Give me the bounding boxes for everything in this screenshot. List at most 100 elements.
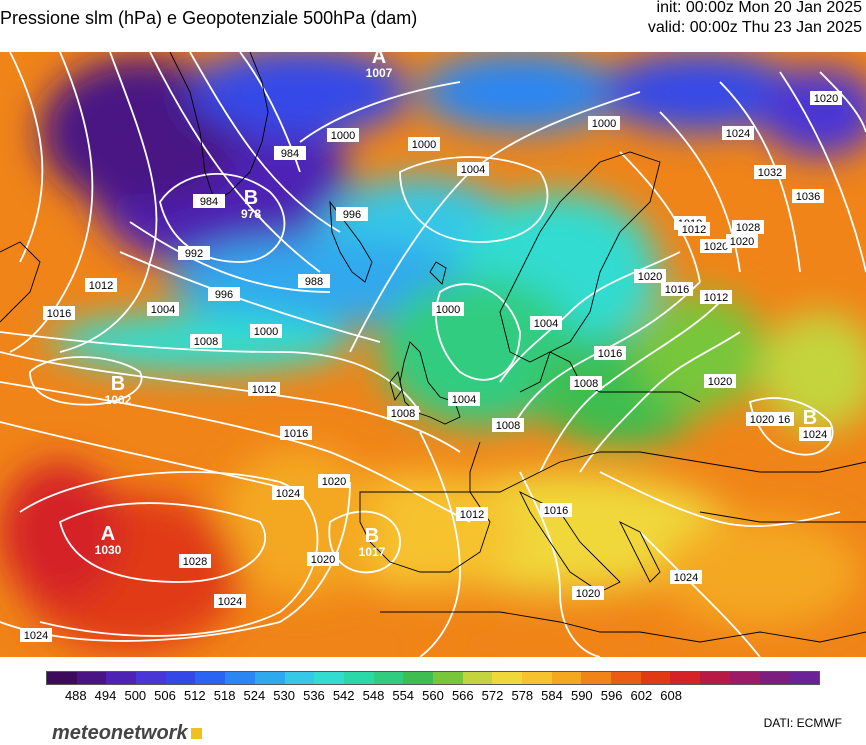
isobar-label: 1024 [803,429,827,441]
isobar-label: 1024 [276,488,300,500]
field-patch [435,612,685,657]
isobar-label: 1020 [730,236,754,248]
isobar-label: 1008 [496,420,520,432]
legend-tick-label: 488 [64,688,87,703]
logo-square-icon [190,728,202,739]
isobar-label-box [670,570,702,584]
isobar-label-box [700,290,732,304]
pressure-center-letter: B [111,373,125,395]
isobar-label-box [634,269,666,283]
legend-swatch [759,672,790,684]
isobar-label: 996 [215,289,233,301]
field-patch [380,277,580,427]
legend-swatch [551,672,582,684]
isobar-label-box [250,324,282,338]
field-patch [190,52,410,137]
legend-swatch [640,672,671,684]
isobar-label: 1000 [412,139,436,151]
isobar-label-box [20,628,52,642]
isobar-label-box [456,507,488,521]
isobar-label: 1016 [47,308,71,320]
isobar-label: 1020 [576,588,600,600]
field-patch [760,312,866,432]
map-title: Pressione slm (hPa) e Geopotenziale 500h… [0,8,418,28]
isobar-label-box [726,234,758,248]
legend-swatch [284,672,315,684]
legend-tick-label: 590 [570,688,593,703]
legend-tick-label: 524 [243,688,266,703]
isobar-label: 1016 [598,348,622,360]
isobar-label: 1020 [638,271,662,283]
legend-swatch [314,672,344,684]
legend-swatch [611,672,641,684]
legend-swatch [76,672,107,684]
isobar-label: 1020 [814,93,838,105]
isobar-label-box [85,278,117,292]
isobar-label-box [298,274,330,288]
isobar-label: 1012 [704,292,728,304]
isobar-label-box [147,302,179,316]
isobar-label-box [746,412,778,426]
legend-swatch [522,672,552,684]
legend-swatch [373,672,404,684]
field-patch [220,447,380,597]
isobar-label: 1020 [311,554,335,566]
legend-swatch [700,672,730,684]
field-patch [420,52,620,132]
pressure-center-value: 1007 [366,66,393,80]
legend-swatch [432,672,463,684]
legend-swatch [729,672,760,684]
isobar-label: 1020 [750,414,774,426]
isobar-label: 1016 [544,505,568,517]
isobar-label: 988 [305,276,323,288]
isobar-label-box [700,239,732,253]
isobar-label-box [588,116,620,130]
legend-swatch [343,672,374,684]
legend-swatch [106,672,137,684]
isobar-label-box [307,552,339,566]
isobar-label-box [704,374,736,388]
isobar-label-box [274,146,306,160]
isobar-label-box [193,194,225,208]
isobar-label: 1008 [194,336,218,348]
isobar-label: 1000 [436,304,460,316]
legend-tick-label: 572 [481,688,504,703]
isobar-label-box [327,128,359,142]
legend-swatch [581,672,612,684]
legend-swatch [403,672,433,684]
isobar-label: 1028 [183,556,207,568]
isobar-label: 996 [343,209,361,221]
meteonetwork-logo: meteonetwork [52,722,202,745]
weather-map: 1000 1000 1000 1004 984 984 992 996 996 988 1000 10… [0,52,866,657]
pressure-center-value: 1030 [95,543,122,557]
isobar-label-box [810,91,842,105]
legend-swatch [670,672,701,684]
isobar-label: 984 [200,196,218,208]
isobar-label: 1024 [218,596,242,608]
legend-tick-label: 506 [154,688,176,703]
isobar-label-box [432,302,464,316]
legend-tick-label: 530 [273,688,296,703]
isobar-label-box [678,222,710,236]
isobar-label: 1008 [391,408,415,420]
isobar-label: 1032 [758,167,782,179]
pressure-center-letter: B [244,187,258,209]
pressure-center-letter: A [101,523,115,545]
pressure-center-value: 1017 [359,545,386,559]
legend-swatch [195,672,226,684]
coastlines [0,52,866,643]
isobar-label: 1036 [796,191,820,203]
isobar-label: 1020 [322,476,346,488]
isobar-label-box [387,406,419,420]
legend-tick-label: 536 [303,688,325,703]
legend-tick-label: 494 [94,688,117,703]
field-patch [660,517,860,627]
isobar-label: 1000 [254,326,278,338]
field-patch [760,67,866,157]
legend-tick-label: 542 [332,688,355,703]
isobar-label: 1012 [460,509,484,521]
isobar-label: 1024 [674,572,698,584]
logo-text: meteonetwork [52,722,188,744]
isobar-label-box [754,165,786,179]
